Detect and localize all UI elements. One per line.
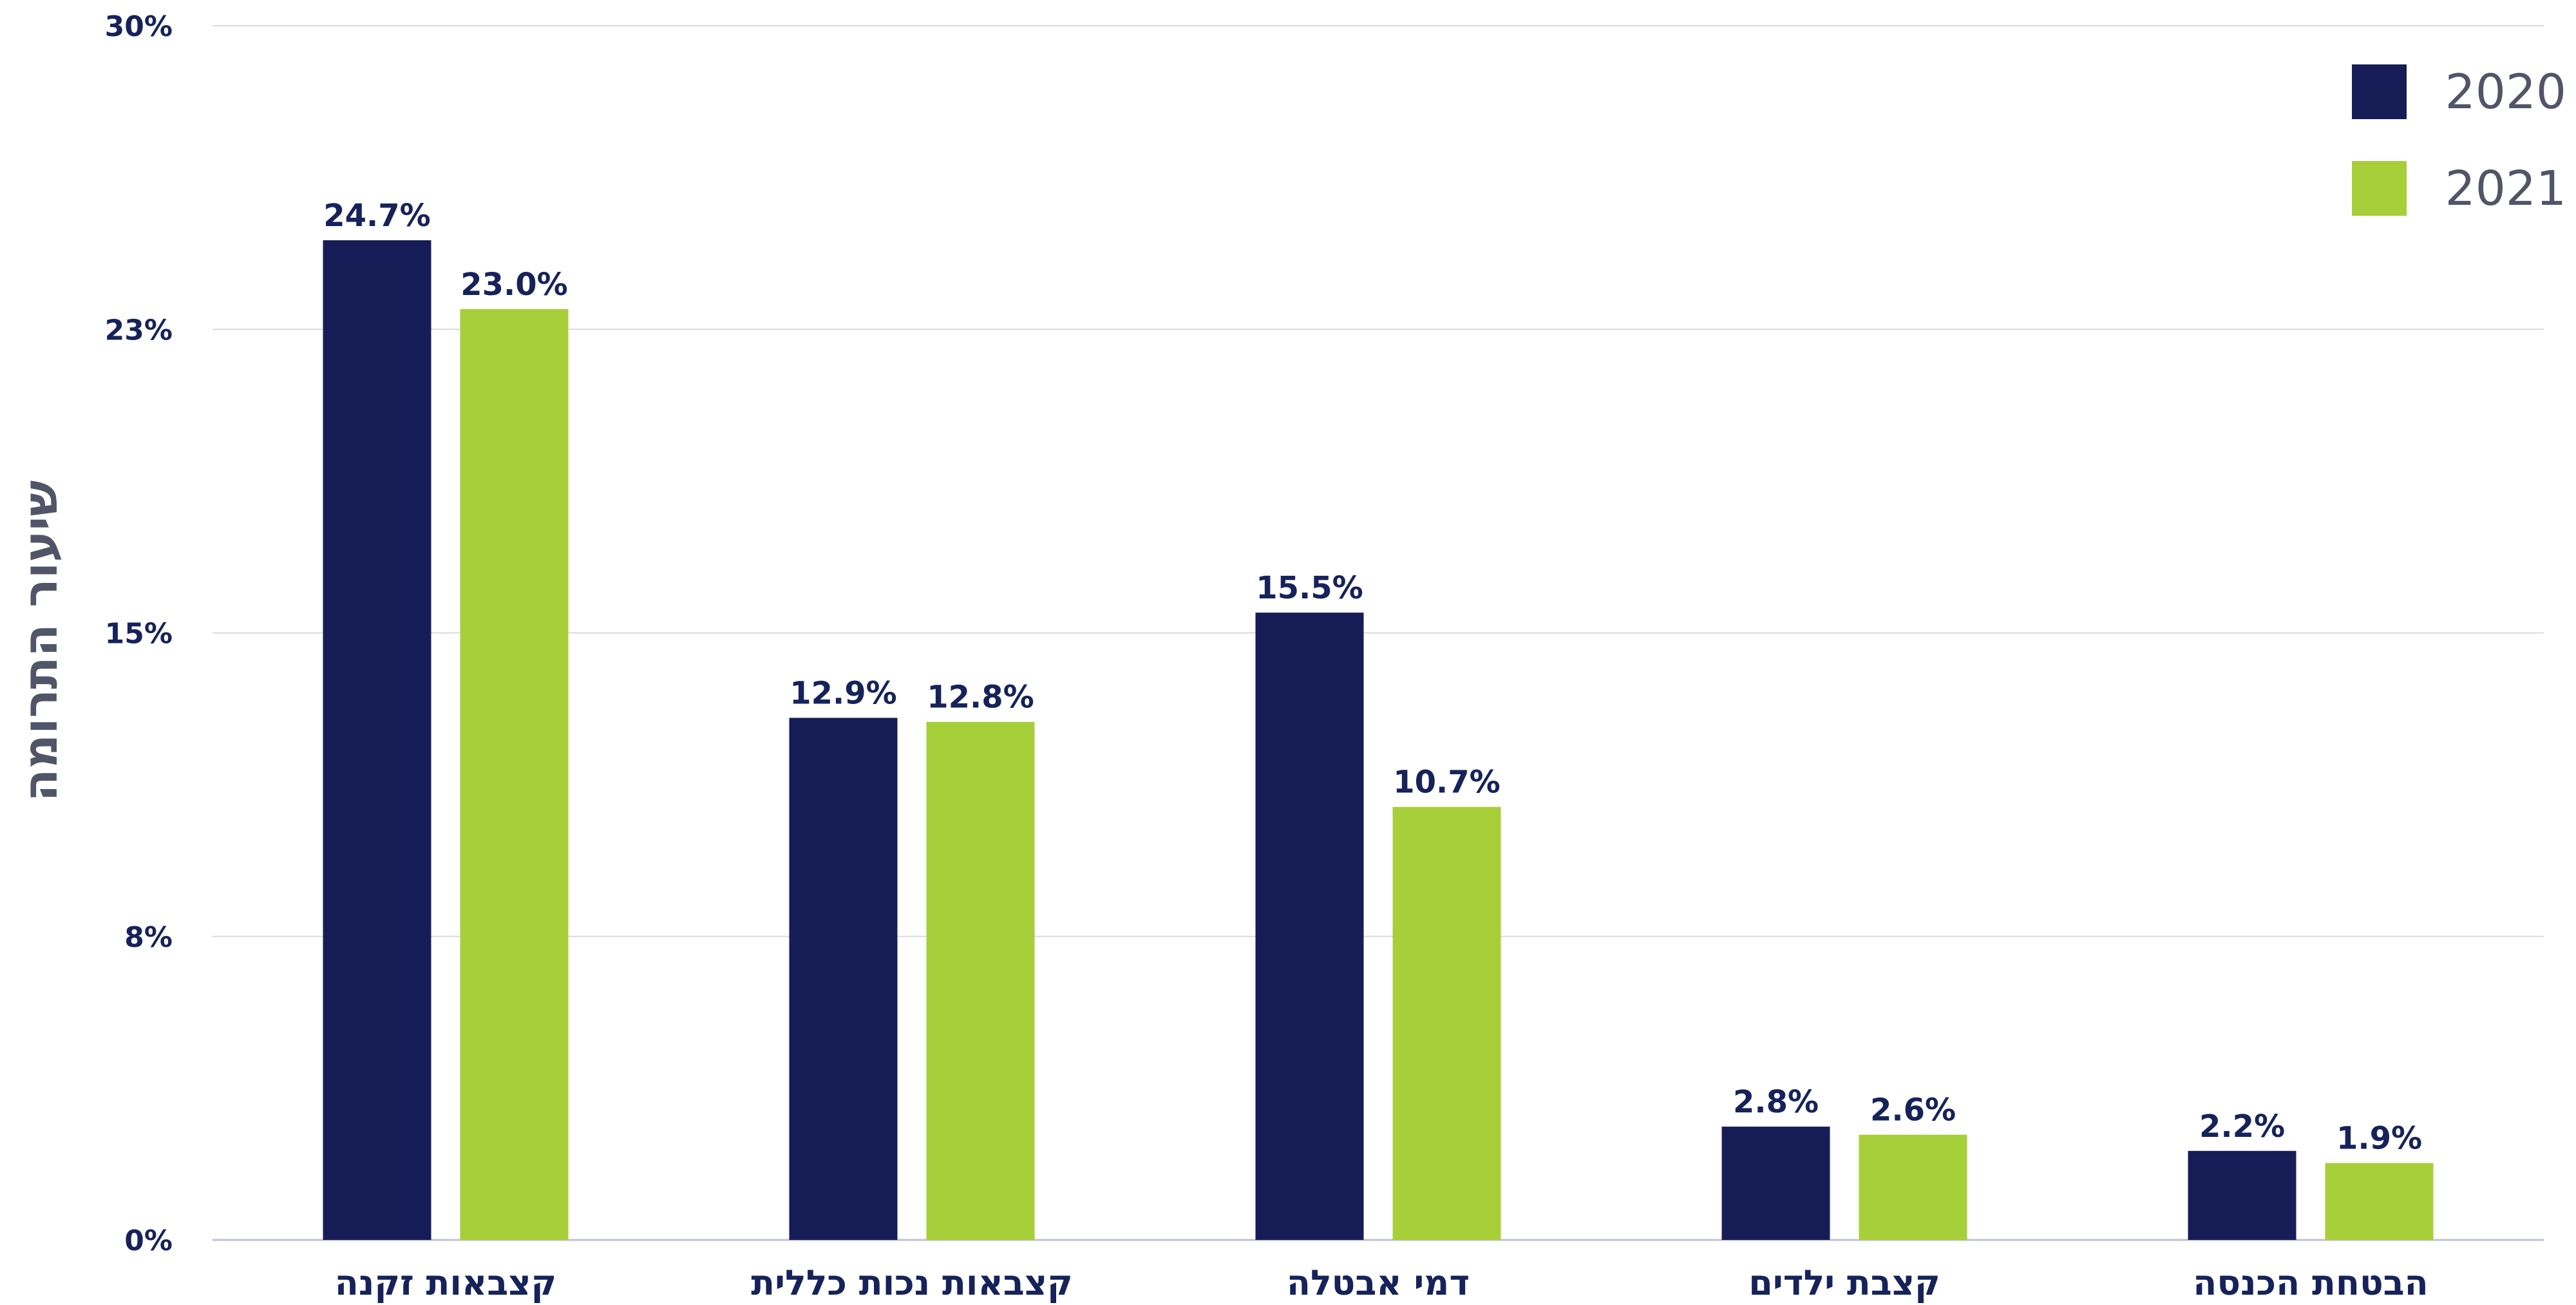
legend-label: 2021 <box>2445 161 2566 216</box>
y-axis-title: שיעור התרומה <box>13 481 68 802</box>
data-label: 15.5% <box>1256 570 1363 606</box>
bar-2020-2 <box>1255 613 1364 1240</box>
bar-2020-1 <box>789 718 898 1240</box>
bar-2021-0 <box>460 309 569 1240</box>
gridlines <box>213 25 2544 1241</box>
data-label: 2.6% <box>1870 1092 1956 1129</box>
x-tick-label: קצבת ילדים <box>1748 1262 1940 1303</box>
data-label: 2.2% <box>2199 1109 2285 1145</box>
bar-2021-4 <box>2325 1163 2434 1240</box>
y-tick-label: 23% <box>105 314 173 347</box>
data-label: 12.8% <box>927 680 1034 716</box>
bar-2021-2 <box>1392 806 1501 1240</box>
y-tick-label: 30% <box>105 10 173 43</box>
bars <box>323 240 2434 1241</box>
x-tick-label: קצבאות זקנה <box>335 1262 556 1303</box>
bar-2021-1 <box>926 721 1035 1240</box>
data-label: 23.0% <box>460 267 568 303</box>
y-axis: 0% 8% 15% 23% 30% <box>105 10 173 1257</box>
y-tick-label: 0% <box>124 1224 173 1257</box>
x-tick-label: הבטחת הכנסה <box>2193 1262 2428 1303</box>
legend-label: 2020 <box>2445 64 2566 120</box>
data-labels: 24.7% 23.0% 12.9% 12.8% 15.5% 10.7% 2.8% 2.6% 2.… <box>323 198 2422 1157</box>
bar-2020-0 <box>323 240 431 1241</box>
data-label: 2.8% <box>1733 1084 1819 1120</box>
data-label: 12.9% <box>790 675 897 711</box>
legend: 2020 2021 <box>2352 64 2566 216</box>
x-axis: קצבאות זקנה קצבאות נכות כללית דמי אבטלה קצב… <box>335 1262 2429 1303</box>
x-tick-label: דמי אבטלה <box>1287 1262 1470 1303</box>
data-label: 1.9% <box>2336 1121 2422 1157</box>
bar-2021-3 <box>1859 1134 1967 1240</box>
data-label: 10.7% <box>1393 765 1501 801</box>
legend-swatch-2021 <box>2352 161 2407 216</box>
data-label: 24.7% <box>323 198 431 234</box>
bar-2020-4 <box>2188 1150 2297 1240</box>
bar-2020-3 <box>1721 1127 1830 1240</box>
y-tick-label: 8% <box>124 921 173 954</box>
y-tick-label: 15% <box>105 618 173 651</box>
legend-swatch-2020 <box>2352 64 2407 119</box>
x-tick-label: קצבאות נכות כללית <box>751 1262 1072 1303</box>
